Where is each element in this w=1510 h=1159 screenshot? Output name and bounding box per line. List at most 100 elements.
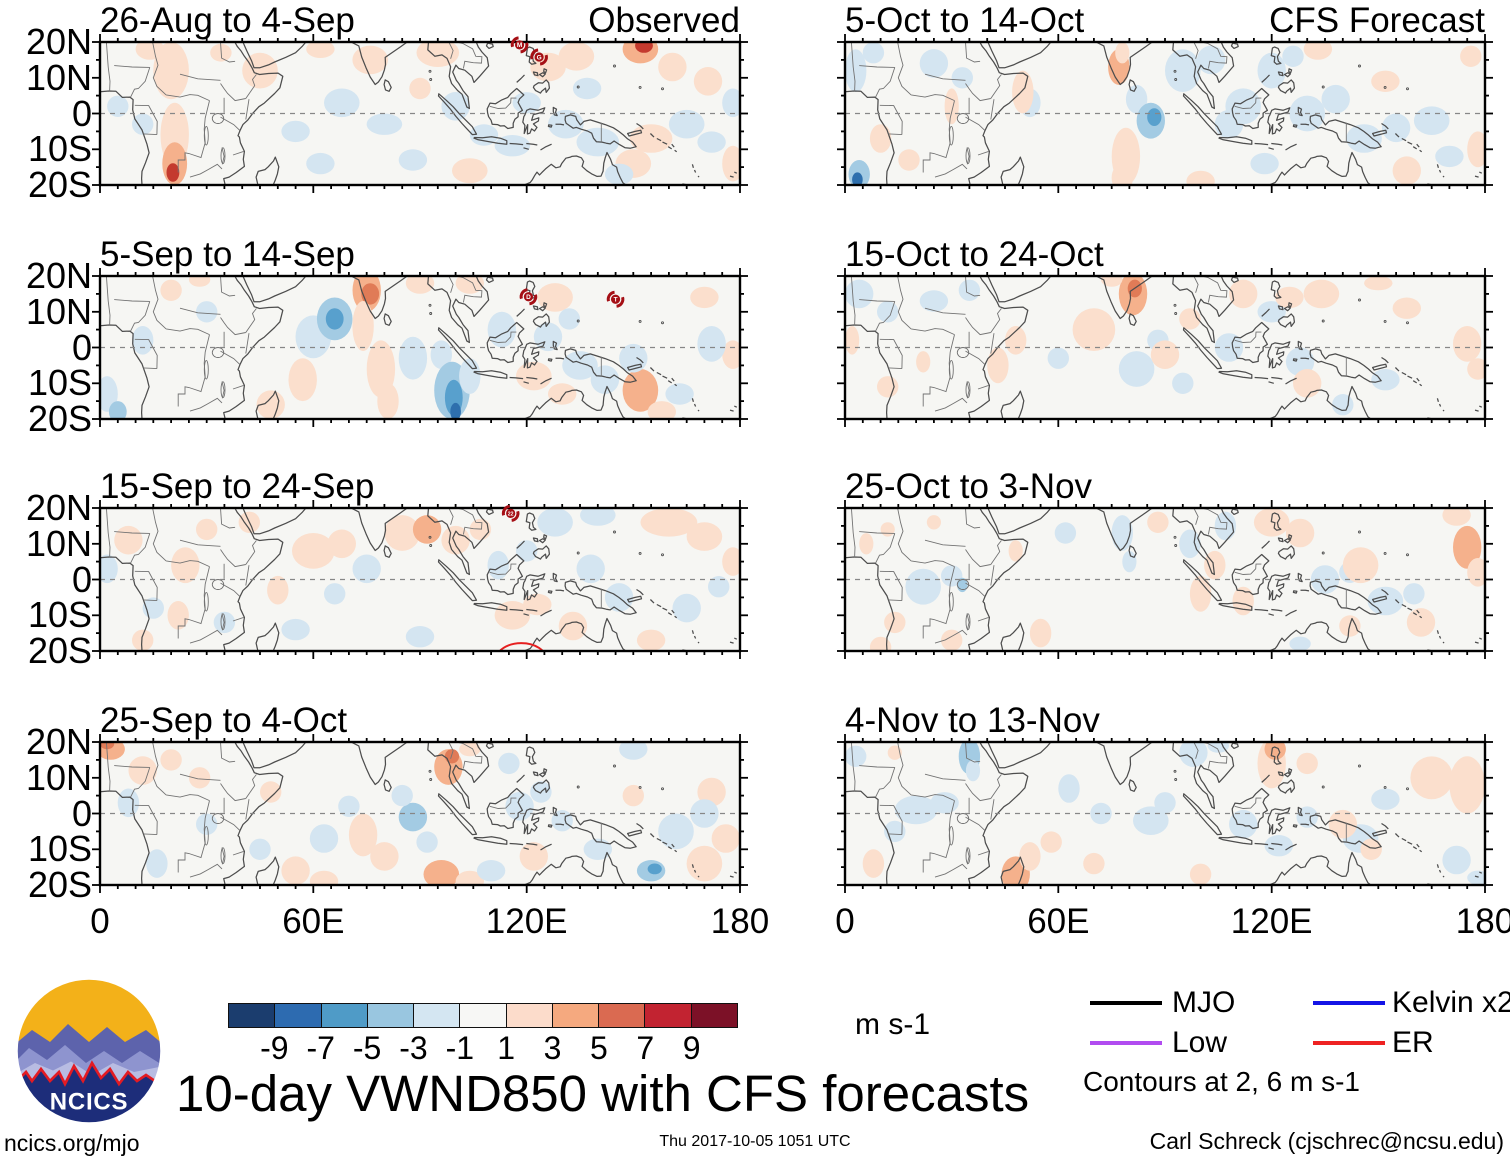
coastline [1419,149,1423,153]
lake [211,113,225,124]
coastline [1442,875,1445,878]
coastline [671,143,675,148]
anomaly-blob [1303,279,1340,309]
anomaly-blob [160,279,182,301]
coastline [255,390,280,419]
coastline [1261,540,1270,549]
anomaly-blob [281,856,310,885]
coastline [1277,71,1284,77]
anomaly-blob [391,784,413,807]
coastline [1218,836,1253,845]
lake [965,613,971,631]
coastline [656,137,662,142]
anomaly-blob [188,767,211,789]
country-border [220,582,241,597]
coastline [656,371,662,376]
coastline [1128,79,1137,92]
anomaly-blob [690,286,719,309]
coastline [734,637,738,640]
panel-date-range: 4-Nov to 13-Nov [845,701,1100,740]
anomaly-blob [416,831,438,853]
anomaly-blob [537,508,573,537]
coastline [547,590,553,594]
coastline [485,508,494,516]
anomaly-blob [877,376,899,398]
coastline [564,580,637,615]
island-dot [1383,85,1387,89]
country-border [859,765,895,768]
coastline [1267,807,1291,835]
coastline [1231,87,1270,130]
country-border [965,508,981,529]
coastline [1288,302,1293,308]
coastline [532,305,539,311]
lake [220,613,226,631]
country-border [189,863,223,878]
colorbar-cell [599,1004,646,1027]
coastline [437,559,478,602]
anomaly-blob [1083,852,1105,875]
anomaly-blob [249,838,271,860]
anomaly-blob [1250,152,1279,175]
coastline [1267,341,1291,369]
anomaly-blob [1150,340,1180,369]
country-border [990,74,1002,99]
lake [211,813,225,824]
coastline [564,348,637,383]
coastline [1218,136,1253,145]
coastline [734,171,738,174]
anomaly-blob [132,326,154,355]
coastline [1381,822,1389,830]
anomaly-blob [153,42,189,100]
er-wave-contour [498,642,545,651]
coastline [350,742,408,786]
country-border [456,508,483,535]
lake [203,591,209,612]
map-panel-observed-1: M G [90,32,750,195]
anomaly-blob [352,45,389,75]
coastline [1474,409,1479,412]
country-border [232,384,244,390]
anomaly-blob [1054,522,1077,544]
country-border [911,560,955,568]
coastline [1230,508,1239,516]
storm-icon: T [606,290,625,308]
coastline [526,376,538,380]
anomaly-blob [516,540,538,562]
lake [956,579,970,590]
anomaly-blob [1147,108,1162,126]
anomaly-blob [1460,45,1482,67]
anomaly-blob [887,745,902,760]
island-dot [1173,303,1177,307]
lake [211,347,225,358]
map-panel-observed-4 [90,732,750,895]
coastline [437,793,478,836]
anomaly-blob [459,742,481,757]
island-dot [1174,778,1178,781]
country-border [1234,797,1262,809]
anomaly-blob [708,576,730,598]
country-border [166,794,210,802]
anomaly-blob [845,745,867,767]
coastline [540,377,552,385]
country-border [934,397,968,412]
coastline [649,367,655,372]
anomaly-blob [558,308,580,330]
coastline [1277,545,1296,560]
anomaly-blob [409,77,431,100]
anomaly-blob [1346,124,1382,153]
svg-text:M: M [517,42,522,49]
island-dot [576,319,580,323]
lat-tick-label: 10N [25,756,92,798]
anomaly-blob [512,92,541,114]
coastline [1419,383,1423,387]
coastline [1371,129,1388,137]
coastline [667,846,673,850]
coastline [693,635,697,639]
coastline [845,556,895,651]
coastline [543,768,548,774]
anomaly-blob [292,533,335,569]
anomaly-blob [926,515,941,530]
island-dot [428,535,432,539]
coastline [552,806,558,817]
